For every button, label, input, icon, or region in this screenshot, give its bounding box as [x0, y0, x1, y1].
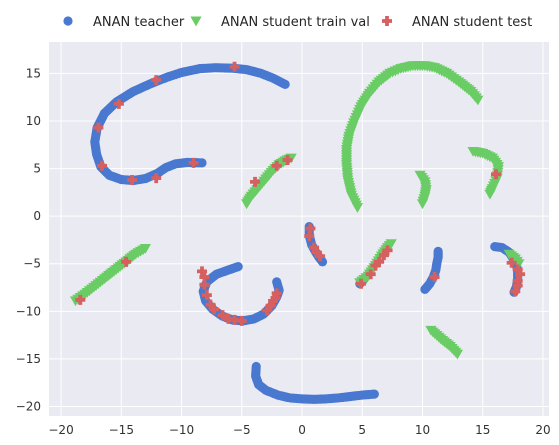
- plus-marker: [271, 160, 282, 171]
- plus-marker: [199, 272, 210, 283]
- y-tick-label: −5: [23, 257, 41, 271]
- circle-marker: [433, 246, 443, 256]
- plus-marker: [262, 305, 273, 316]
- y-tick-label: −15: [16, 352, 41, 366]
- grid: [49, 42, 549, 416]
- plus-marker: [365, 269, 376, 280]
- plus-marker: [378, 250, 389, 261]
- plus-marker: [271, 288, 282, 299]
- legend-label: ANAN teacher: [93, 15, 185, 30]
- x-tick-label: −5: [233, 423, 251, 437]
- legend-label: ANAN student test: [412, 15, 532, 30]
- x-tick-label: −15: [109, 423, 134, 437]
- legend-marker: [382, 16, 392, 26]
- plus-marker: [265, 300, 276, 311]
- x-axis-ticks: −20 −15 −10 −5 0 5 10 15 20: [48, 423, 550, 437]
- plus-marker: [315, 251, 326, 262]
- legend-item: ANAN teacher: [63, 15, 185, 30]
- plus-marker: [309, 242, 320, 253]
- x-tick-label: 20: [535, 423, 550, 437]
- y-tick-label: 5: [33, 162, 41, 176]
- x-tick-label: 5: [358, 423, 366, 437]
- series-anan-student-test: [75, 61, 526, 326]
- x-tick-label: 10: [415, 423, 430, 437]
- plus-marker: [370, 260, 381, 271]
- plus-marker: [515, 269, 526, 280]
- x-tick-label: −10: [169, 423, 194, 437]
- plus-marker: [429, 272, 440, 283]
- plus-marker: [282, 155, 293, 166]
- plus-marker: [199, 279, 210, 290]
- plus-marker: [506, 257, 517, 268]
- triangle-marker: [472, 95, 484, 106]
- circle-marker: [272, 277, 282, 287]
- plus-marker: [374, 256, 385, 267]
- plus-marker: [490, 169, 501, 180]
- plus-marker: [151, 173, 162, 184]
- plot-area: [49, 42, 549, 416]
- circle-marker: [369, 389, 379, 399]
- plus-marker: [512, 264, 523, 275]
- plus-marker: [304, 231, 315, 242]
- x-tick-label: −20: [48, 423, 73, 437]
- plus-marker: [229, 314, 240, 325]
- plus-marker: [217, 310, 228, 321]
- plus-marker: [382, 245, 393, 256]
- plus-marker: [113, 98, 124, 109]
- triangle-marker: [484, 189, 496, 200]
- plus-marker: [209, 304, 220, 315]
- plus-marker: [236, 315, 247, 326]
- plus-marker: [268, 295, 279, 306]
- legend-label: ANAN student train val: [221, 15, 370, 30]
- plus-marker: [93, 122, 104, 133]
- triangle-marker: [451, 349, 464, 360]
- y-tick-label: 0: [33, 209, 41, 223]
- circle-marker: [280, 79, 290, 89]
- plus-marker: [201, 290, 212, 301]
- plus-marker: [510, 286, 521, 297]
- plus-marker: [512, 280, 523, 291]
- legend-item: ANAN student train val: [190, 15, 370, 30]
- y-tick-label: 15: [26, 66, 41, 80]
- triangle-marker: [416, 199, 429, 210]
- data-marks: [69, 61, 526, 404]
- plus-marker: [250, 176, 261, 187]
- plus-marker: [121, 256, 132, 267]
- plus-marker: [311, 247, 322, 258]
- y-axis-ticks: −20 −15 −10 −5 0 5 10 15: [16, 66, 41, 413]
- plus-marker: [229, 61, 240, 72]
- plus-marker: [305, 223, 316, 234]
- plus-marker: [127, 174, 138, 185]
- y-tick-label: −20: [16, 399, 41, 413]
- legend: ANAN teacher ANAN student train val ANAN s…: [63, 15, 532, 30]
- plus-marker: [356, 278, 367, 289]
- y-tick-label: −10: [16, 304, 41, 318]
- legend-marker: [190, 16, 202, 27]
- plus-marker: [75, 294, 86, 305]
- triangle-marker: [385, 239, 397, 250]
- triangle-marker: [139, 244, 151, 254]
- legend-marker: [63, 16, 73, 26]
- plus-marker: [205, 299, 216, 310]
- plus-marker: [188, 157, 199, 168]
- x-tick-label: 15: [475, 423, 490, 437]
- plus-marker: [97, 160, 108, 171]
- y-tick-label: 10: [26, 114, 41, 128]
- legend-item: ANAN student test: [382, 15, 532, 30]
- plus-marker: [223, 313, 234, 324]
- x-tick-label: 0: [298, 423, 306, 437]
- plus-marker: [151, 75, 162, 86]
- plus-marker: [197, 266, 208, 277]
